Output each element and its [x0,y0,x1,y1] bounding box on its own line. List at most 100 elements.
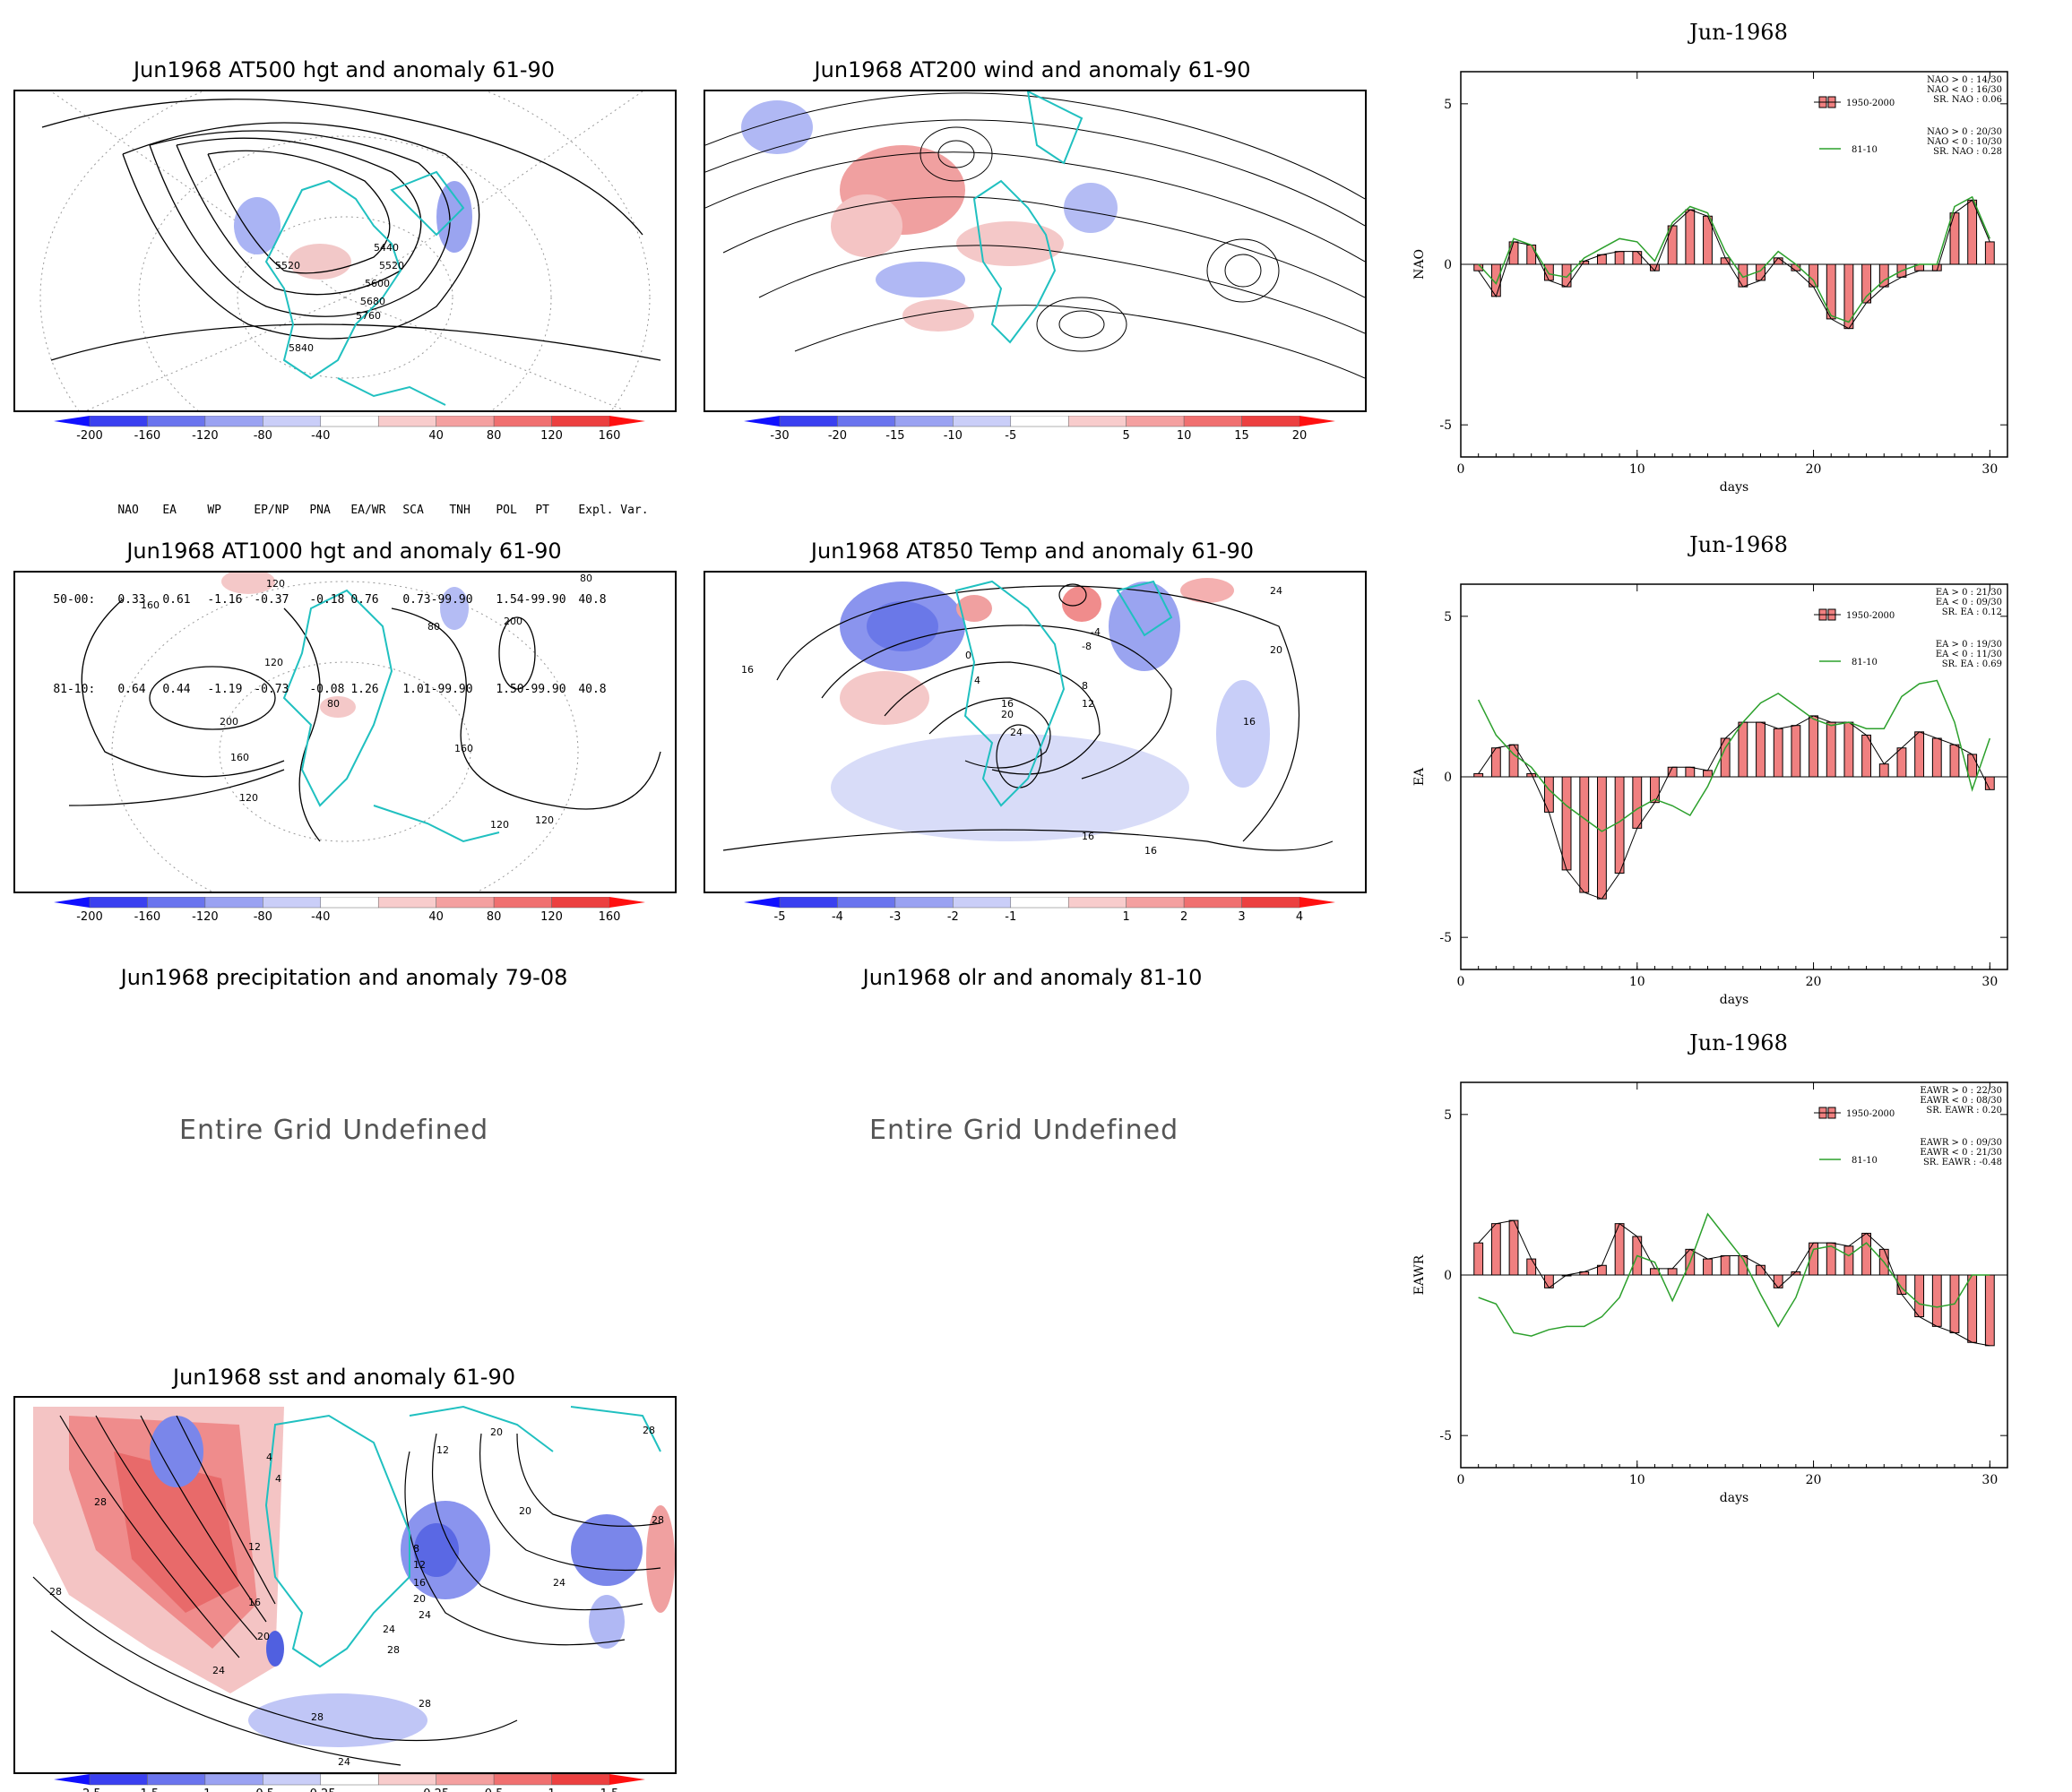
bar [1667,1268,1678,1276]
y-axis-label: EA [1412,767,1427,786]
bar [1949,744,1960,778]
x-tick-label: 20 [1806,462,1822,477]
legend-stat-81-10: EAWR > 0 : 09/30 [1920,1138,2002,1148]
table-header-cell: EP/NP [254,504,289,517]
bar [1490,1223,1501,1276]
bar [1543,263,1554,281]
bar [1791,725,1801,778]
colorbar-tick-label: -1.5 [136,1788,159,1792]
colorbar-segment [436,1774,495,1786]
bar [1703,1258,1713,1276]
bar [1667,225,1678,265]
colorbar-at500: -200-160-120-80-404080120160200 [54,416,645,443]
colorbar-tick-label: 2 [1180,910,1187,924]
map-sst: 28 28 12 16 20 24 28 28 24 4 8 12 16 20 … [13,1396,677,1774]
at850-label: 16 [1001,698,1014,710]
colorbar-arrow-left [744,416,780,426]
table-header-cell: EA/WR [350,504,386,517]
colorbar-tick-label: -30 [770,429,789,443]
map-sst-plot: 28 28 12 16 20 24 28 28 24 4 8 12 16 20 … [32,1405,675,1768]
bar [1931,737,1942,778]
legend-stat-81-10: EAWR < 0 : 21/30 [1920,1148,2002,1158]
colorbar-tick-label: 4 [1296,910,1303,924]
colorbar-tick-label: -15 [885,429,904,443]
y-axis-label: EAWR [1412,1254,1427,1295]
sst-label: 24 [419,1609,431,1621]
colorbar-tick-label: 120 [540,910,563,924]
legend-stat-81-10: SR. NAO : 0.28 [1933,147,2002,157]
bar [1508,1219,1519,1276]
colorbar-arrow-left [54,1774,90,1785]
legend-stat-1950-2000: SR. EA : 0.12 [1942,607,2002,617]
x-tick-label: 10 [1629,975,1645,989]
map-title-olr: Jun1968 olr and anomaly 81-10 [862,965,1203,990]
at500-label: 5840 [289,342,314,354]
legend-stat-81-10: SR. EAWR : -0.48 [1923,1158,2002,1167]
colorbar-segment [320,897,379,909]
table-row: 81-10: 0.64 0.44 -1.19 -0.73 -0.08 1.26 1.01-99… [25,663,650,717]
colorbar-tick-label: -0.5 [252,1788,274,1792]
colorbar-tick-label: 80 [487,910,502,924]
at500-label: 5520 [379,260,404,271]
table-cell: -0.37 [254,593,289,607]
colorbar-tick-label: 20 [1292,429,1308,443]
sst-label: 20 [413,1593,426,1605]
table-header-cell: PT [535,504,549,517]
colorbar-segment [263,416,322,427]
map-title-sst: Jun1968 sst and anomaly 61-90 [173,1365,515,1390]
colorbar-tick-label: -80 [254,429,272,443]
at1000-label: 160 [454,743,473,754]
sst-label: 28 [652,1514,664,1526]
sst-label: 28 [643,1425,655,1436]
map-at1000-plot: 160 120 80 120 200 80 200 160 160 120 12… [68,573,661,892]
sst-label: 28 [311,1711,324,1723]
sst-label: 16 [413,1577,426,1589]
sst-label: 12 [436,1444,449,1456]
sst-label: 28 [419,1698,431,1710]
at850-label: 16 [1144,845,1157,857]
at850-label: 0 [965,650,971,661]
colorbar-tick-label: 5 [1123,429,1130,443]
table-header-cell: Expl. Var. [578,504,649,517]
bar [1843,263,1854,330]
colorbar-segment [89,897,148,909]
legend-stat-1950-2000: NAO > 0 : 14/30 [1927,75,2002,85]
table-cell: -0.73 [254,683,289,696]
at1000-label: 200 [504,616,522,627]
at1000-label: 120 [266,578,285,590]
colorbar-tick-label: 3 [1238,910,1245,924]
sst-label: 8 [413,1543,419,1555]
series-line-81-10 [1478,195,1991,323]
at850-label: 12 [1082,698,1094,710]
bar [1526,245,1537,265]
bar [1543,776,1554,813]
x-tick-label: 0 [1457,462,1465,477]
bar [1632,251,1643,265]
sst-label: 24 [212,1665,225,1676]
at1000-label: 120 [490,819,509,831]
table-cell: 0.76 [350,593,379,607]
y-tick-label: -5 [1439,418,1452,433]
table-cell: 40.8 [578,683,607,696]
table-cell: 0.61 [162,593,191,607]
table-row-label: 50-00: [53,593,96,607]
colorbar-segment [89,1774,148,1786]
at1000-label: 120 [239,792,258,804]
colorbar-segment [204,416,263,427]
y-tick-label: 5 [1444,610,1452,625]
legend-label-bars: 1950-2000 [1846,611,1895,621]
table-cell: -1.16 [207,593,243,607]
bar [1685,766,1696,778]
sst-label: 28 [49,1586,62,1598]
at1000-label: 80 [327,698,340,710]
colorbar-tick-label: 120 [540,429,563,443]
at1000-label: 200 [220,716,238,728]
map-title-precip: Jun1968 precipitation and anomaly 79-08 [120,965,568,990]
colorbar-at850: -5-4-3-2-112345 [744,897,1335,924]
colorbar-segment [320,416,379,427]
colorbar-tick-label: 15 [1234,429,1249,443]
bar [1597,776,1607,900]
colorbar-segment [1010,897,1069,909]
colorbar-tick-label: -4 [832,910,843,924]
legend-stat-1950-2000: EA < 0 : 09/30 [1936,598,2002,607]
